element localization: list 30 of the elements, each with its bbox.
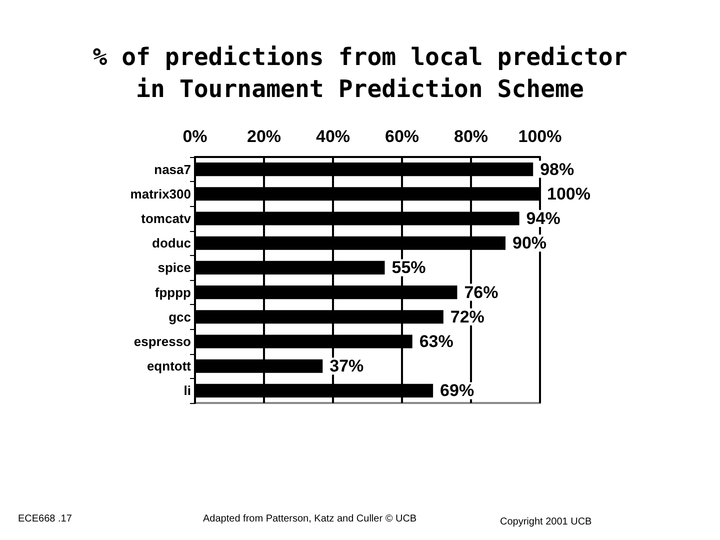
- data-label: 100%: [547, 184, 590, 204]
- x-tick-label: 40%: [316, 127, 350, 146]
- x-tick-label: 20%: [246, 127, 282, 146]
- data-label: 76%: [464, 282, 498, 302]
- x-tick-label: 100%: [518, 127, 562, 146]
- data-label: 98%: [540, 160, 574, 179]
- x-tick-label: 80%: [454, 127, 488, 146]
- data-label: 90%: [512, 234, 547, 253]
- y-tick-label: tomcatv: [141, 211, 192, 226]
- y-tick-label: espresso: [134, 334, 192, 349]
- y-tick-label: spice: [158, 260, 191, 276]
- y-tick-label: matrix300: [130, 186, 191, 202]
- text: ECE668 .17: [18, 514, 72, 524]
- data-label: 63%: [419, 332, 454, 351]
- y-tick-label: eqntott: [146, 358, 192, 374]
- data-label: 69%: [440, 381, 474, 400]
- y-tick-label: doduc: [152, 236, 191, 251]
- data-label: 94%: [526, 209, 560, 228]
- text: Adapted from Patterson, Katz and Culler © UCB: [203, 514, 417, 524]
- x-tick-label: 60%: [384, 127, 420, 146]
- y-tick-label: fpppp: [154, 284, 192, 300]
- data-label: 72%: [450, 307, 484, 326]
- chart-title: % of predictions from local predictor in Tournament Prediction Scheme: [92, 43, 628, 103]
- data-label: 55%: [392, 258, 426, 278]
- x-tick-label: 0%: [182, 127, 208, 146]
- text: Copyright 2001 UCB: [500, 516, 592, 528]
- y-tick-label: gcc: [168, 309, 191, 324]
- y-tick-label: nasa7: [154, 162, 191, 177]
- y-tick-label: li: [184, 383, 191, 398]
- data-label: 37%: [330, 356, 364, 376]
